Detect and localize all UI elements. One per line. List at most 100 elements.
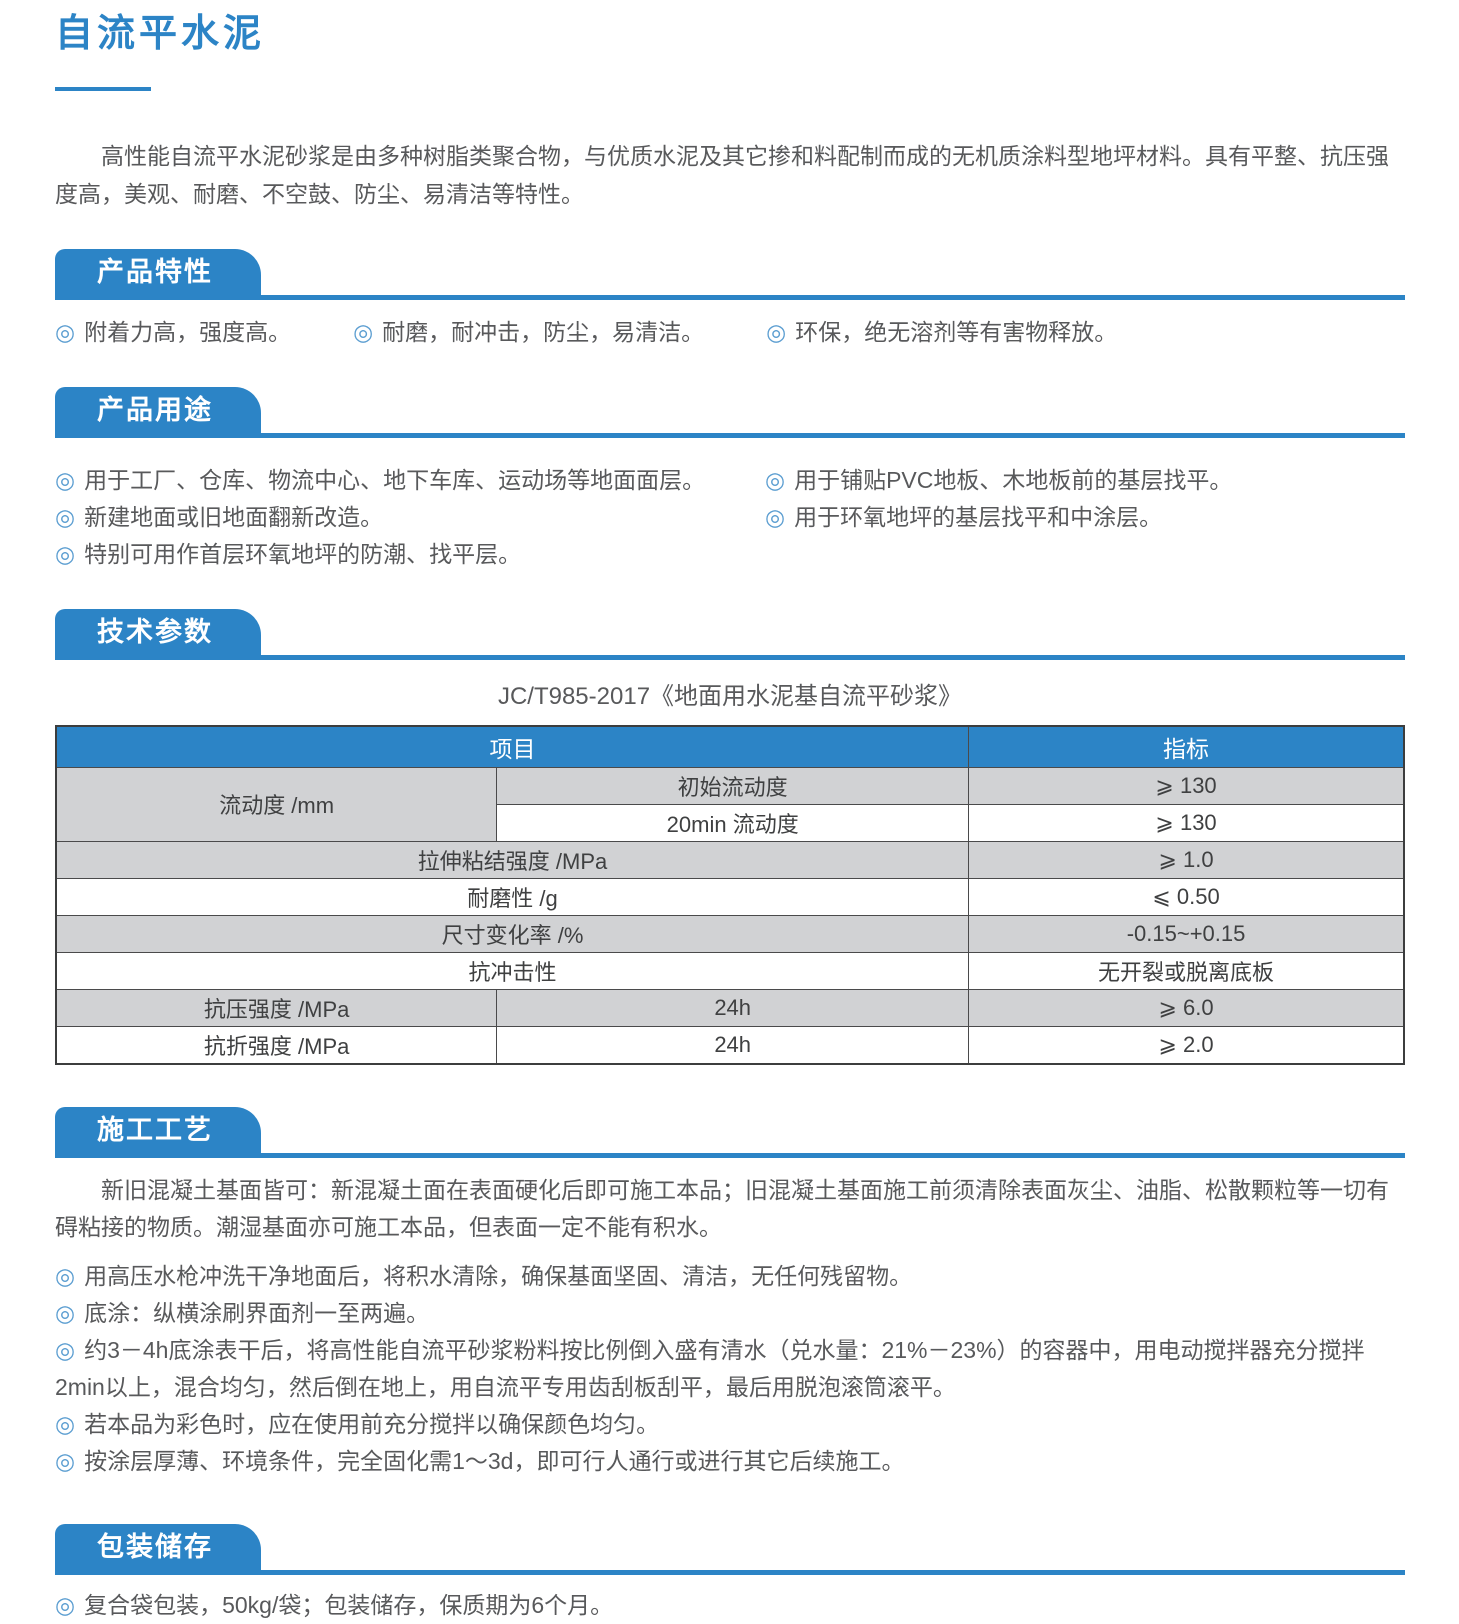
table-cell: 24h — [496, 1025, 970, 1065]
bullseye-icon: ◎ — [765, 467, 786, 494]
section-header-features: 产品特性 — [55, 249, 1405, 301]
list-item: ◎ 用于工厂、仓库、物流中心、地下车库、运动场等地面面层。 — [55, 462, 765, 499]
list-item: ◎ 附着力高，强度高。 — [55, 314, 291, 351]
bullseye-icon: ◎ — [55, 319, 76, 346]
list-item: ◎ 用于铺贴PVC地板、木地板前的基层找平。 — [765, 462, 1405, 499]
bullseye-icon: ◎ — [353, 319, 374, 346]
section-tab-packaging: 包装储存 — [55, 1523, 261, 1570]
bullseye-icon: ◎ — [55, 1410, 76, 1437]
table-row: 抗压强度 /MPa 24h ⩾ 6.0 — [55, 988, 1405, 1027]
bullseye-icon: ◎ — [55, 504, 76, 531]
list-item: ◎ 用高压水枪冲洗干净地面后，将积水清除，确保基面坚固、清洁，无任何残留物。 — [55, 1258, 1405, 1295]
list-item-text: 用于工厂、仓库、物流中心、地下车库、运动场等地面面层。 — [84, 467, 706, 494]
list-item-text: 按涂层厚薄、环境条件，完全固化需1～3d，即可行人通行或进行其它后续施工。 — [84, 1447, 905, 1474]
process-paragraph: 新旧混凝土基面皆可：新混凝土面在表面硬化后即可施工本品；旧混凝土基面施工前须清除… — [55, 1176, 1389, 1240]
section-tab-label: 产品用途 — [97, 395, 213, 426]
table-cell: -0.15~+0.15 — [968, 914, 1405, 953]
uses-list-right: ◎ 用于铺贴PVC地板、木地板前的基层找平。 ◎ 用于环氧地坪的基层找平和中涂层。 — [765, 462, 1405, 573]
bullseye-icon: ◎ — [765, 504, 786, 531]
list-item: ◎ 新建地面或旧地面翻新改造。 — [55, 499, 765, 536]
page-header: 自流平水泥 — [55, 10, 1405, 92]
table-cell: 24h — [496, 988, 970, 1027]
table-cell: 20min 流动度 — [496, 803, 970, 842]
section-tab-process: 施工工艺 — [55, 1106, 261, 1153]
table-cell: ⩾ 130 — [968, 766, 1405, 805]
table-cell: 流动度 /mm — [55, 766, 498, 842]
table-cell: ⩽ 0.50 — [968, 877, 1405, 916]
table-header-cell: 项目 — [55, 725, 970, 768]
list-item: ◎ 复合袋包装，50kg/袋；包装储存，保质期为6个月。 — [55, 1587, 1405, 1624]
section-tab-label: 包装储存 — [97, 1531, 213, 1562]
bullseye-icon: ◎ — [55, 1447, 76, 1474]
list-item: ◎ 若本品为彩色时，应在使用前充分搅拌以确保颜色均匀。 — [55, 1406, 1405, 1443]
list-item-text: 底涂：纵横涂刷界面剂一至两遍。 — [84, 1299, 430, 1326]
table-row: 抗折强度 /MPa 24h ⩾ 2.0 — [55, 1025, 1405, 1065]
list-item-text: 复合袋包装，50kg/袋；包装储存，保质期为6个月。 — [84, 1591, 614, 1618]
section-header-uses: 产品用途 — [55, 387, 1405, 439]
table-row: 流动度 /mm 初始流动度 ⩾ 130 — [55, 766, 1405, 842]
table-row: 20min 流动度 ⩾ 130 — [56, 803, 1405, 842]
bullseye-icon: ◎ — [55, 1591, 76, 1618]
bullseye-icon: ◎ — [55, 541, 76, 568]
list-item: ◎ 按涂层厚薄、环境条件，完全固化需1～3d，即可行人通行或进行其它后续施工。 — [55, 1443, 1405, 1480]
list-item-text: 用于铺贴PVC地板、木地板前的基层找平。 — [794, 467, 1233, 494]
table-cell: ⩾ 2.0 — [968, 1025, 1405, 1065]
intro-paragraph: 高性能自流平水泥砂浆是由多种树脂类聚合物，与优质水泥及其它掺和料配制而成的无机质… — [55, 143, 1389, 208]
table-cell: 抗压强度 /MPa — [55, 988, 498, 1027]
uses-columns: ◎ 用于工厂、仓库、物流中心、地下车库、运动场等地面面层。 ◎ 新建地面或旧地面翻新改… — [55, 450, 1405, 573]
section-header-packaging: 包装储存 — [55, 1523, 1405, 1575]
list-item-text: 用高压水枪冲洗干净地面后，将积水清除，确保基面坚固、清洁，无任何残留物。 — [84, 1262, 913, 1289]
section-tab-uses: 产品用途 — [55, 387, 261, 434]
section-tab-tech: 技术参数 — [55, 609, 261, 656]
section-packaging: 包装储存 ◎ 复合袋包装，50kg/袋；包装储存，保质期为6个月。 — [55, 1523, 1405, 1624]
list-item-text: 附着力高，强度高。 — [84, 319, 292, 346]
table-cell: 尺寸变化率 /% — [55, 914, 970, 953]
section-process: 施工工艺 新旧混凝土基面皆可：新混凝土面在表面硬化后即可施工本品；旧混凝土基面施… — [55, 1106, 1405, 1480]
list-item-text: 耐磨，耐冲击，防尘，易清洁。 — [382, 319, 705, 346]
table-row: 拉伸粘结强度 /MPa ⩾ 1.0 — [55, 840, 1405, 879]
list-item-text: 特别可用作首层环氧地坪的防潮、找平层。 — [84, 541, 522, 568]
section-tab-label: 技术参数 — [97, 617, 213, 648]
list-item: ◎ 特别可用作首层环氧地坪的防潮、找平层。 — [55, 536, 765, 573]
list-item: ◎ 环保，绝无溶剂等有害物释放。 — [766, 314, 1117, 351]
section-tab-label: 施工工艺 — [97, 1114, 213, 1145]
table-cell: 耐磨性 /g — [55, 877, 970, 916]
process-list: ◎ 用高压水枪冲洗干净地面后，将积水清除，确保基面坚固、清洁，无任何残留物。 ◎ 底涂… — [55, 1258, 1405, 1480]
spec-table: 项目 指标 流动度 /mm 初始流动度 ⩾ 130 20min 流动度 ⩾ 130 拉伸粘结强… — [55, 725, 1405, 1065]
page-title: 自流平水泥 — [55, 13, 266, 55]
section-tab-label: 产品特性 — [97, 257, 213, 288]
table-cell: 初始流动度 — [496, 766, 970, 805]
bullseye-icon: ◎ — [55, 1262, 76, 1289]
section-header-process: 施工工艺 — [55, 1106, 1405, 1158]
list-item-text: 用于环氧地坪的基层找平和中涂层。 — [794, 504, 1163, 531]
table-row: 耐磨性 /g ⩽ 0.50 — [55, 877, 1405, 916]
table-cell: 抗折强度 /MPa — [55, 1025, 498, 1065]
bullseye-icon: ◎ — [55, 467, 76, 494]
features-list: ◎ 附着力高，强度高。 ◎ 耐磨，耐冲击，防尘，易清洁。 ◎ 环保，绝无溶剂等有害物释放。 — [55, 314, 1405, 351]
bullseye-icon: ◎ — [55, 1336, 76, 1363]
list-item: ◎ 耐磨，耐冲击，防尘，易清洁。 — [353, 314, 704, 351]
document-page: 自流平水泥 高性能自流平水泥砂浆是由多种树脂类聚合物，与优质水泥及其它掺和料配制… — [55, 10, 1405, 1624]
list-item-text: 新建地面或旧地面翻新改造。 — [84, 504, 384, 531]
table-cell: ⩾ 6.0 — [968, 988, 1405, 1027]
uses-list-left: ◎ 用于工厂、仓库、物流中心、地下车库、运动场等地面面层。 ◎ 新建地面或旧地面翻新改… — [55, 462, 765, 573]
section-features: 产品特性 ◎ 附着力高，强度高。 ◎ 耐磨，耐冲击，防尘，易清洁。 ◎ 环保，绝无溶剂等有… — [55, 249, 1405, 351]
bullseye-icon: ◎ — [55, 1299, 76, 1326]
list-item-text: 若本品为彩色时，应在使用前充分搅拌以确保颜色均匀。 — [84, 1410, 660, 1437]
packaging-list: ◎ 复合袋包装，50kg/袋；包装储存，保质期为6个月。 — [55, 1587, 1405, 1624]
table-cell: 无开裂或脱离底板 — [968, 951, 1405, 990]
title-underline — [55, 87, 151, 92]
table-row: 尺寸变化率 /% -0.15~+0.15 — [55, 914, 1405, 953]
section-header-tech: 技术参数 — [55, 609, 1405, 661]
table-header-cell: 指标 — [968, 725, 1405, 768]
table-cell: ⩾ 1.0 — [968, 840, 1405, 879]
list-item: ◎ 底涂：纵横涂刷界面剂一至两遍。 — [55, 1295, 1405, 1332]
section-uses: 产品用途 ◎ 用于工厂、仓库、物流中心、地下车库、运动场等地面面层。 ◎ 新建地面或旧… — [55, 387, 1405, 573]
table-cell: 抗冲击性 — [55, 951, 970, 990]
section-tech-params: 技术参数 JC/T985-2017《地面用水泥基自流平砂浆》 项目 指标 流动度 /… — [55, 609, 1405, 1065]
section-tab-features: 产品特性 — [55, 249, 261, 296]
table-cell: ⩾ 130 — [968, 803, 1405, 842]
bullseye-icon: ◎ — [766, 319, 787, 346]
table-cell: 拉伸粘结强度 /MPa — [55, 840, 970, 879]
list-item: ◎ 用于环氧地坪的基层找平和中涂层。 — [765, 499, 1405, 536]
